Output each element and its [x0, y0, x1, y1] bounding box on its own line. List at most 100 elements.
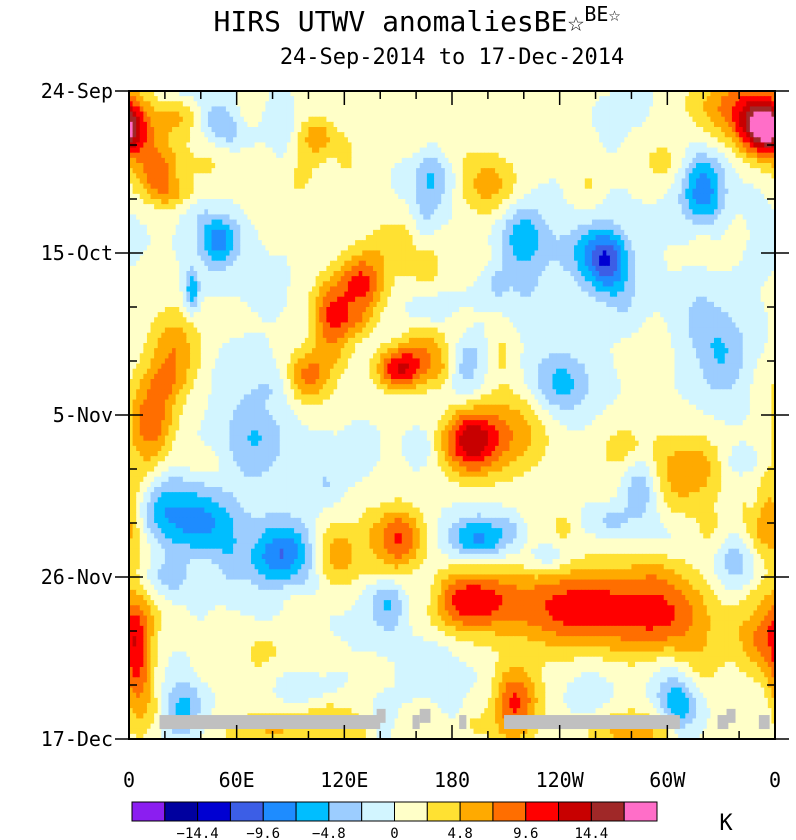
heatmap-cell	[674, 152, 679, 159]
heatmap-cell	[254, 101, 259, 108]
heatmap-cell	[312, 152, 317, 159]
heatmap-cell	[670, 193, 676, 200]
heatmap-cell	[129, 157, 134, 164]
heatmap-cell	[423, 106, 428, 113]
heatmap-cell	[161, 147, 166, 154]
heatmap-cell	[534, 132, 539, 138]
heatmap-cell	[251, 178, 256, 185]
heatmap-cell	[645, 116, 650, 123]
heatmap-cell	[168, 173, 173, 180]
heatmap-cell	[426, 132, 432, 138]
heatmap-cell	[631, 178, 636, 185]
heatmap-cell	[764, 224, 769, 231]
heatmap-cell	[236, 101, 241, 108]
heatmap-cell	[516, 111, 521, 118]
heatmap-cell	[591, 96, 597, 102]
heatmap-cell	[692, 152, 697, 159]
heatmap-cell	[365, 193, 371, 200]
heatmap-cell	[455, 121, 460, 128]
heatmap-cell	[315, 214, 320, 221]
heatmap-cell	[337, 214, 342, 221]
heatmap-cell	[739, 142, 744, 149]
heatmap-cell	[724, 209, 729, 216]
heatmap-cell	[660, 178, 665, 185]
heatmap-cell	[297, 142, 302, 149]
heatmap-cell	[739, 209, 744, 216]
heatmap-cell	[376, 147, 381, 154]
heatmap-cell	[635, 137, 640, 144]
heatmap-cell	[286, 91, 292, 97]
heatmap-cell	[154, 157, 159, 164]
heatmap-cell	[222, 147, 227, 154]
heatmap-cell	[240, 168, 245, 174]
heatmap-cell	[538, 147, 543, 154]
heatmap-cell	[186, 204, 191, 210]
heatmap-cell	[146, 121, 152, 128]
heatmap-cell	[484, 224, 489, 231]
heatmap-cell	[724, 91, 729, 97]
heatmap-cell	[405, 219, 410, 226]
heatmap-cell	[760, 214, 765, 221]
heatmap-cell	[660, 219, 665, 226]
heatmap-cell	[229, 142, 234, 149]
heatmap-cell	[631, 173, 636, 180]
heatmap-cell	[746, 116, 751, 123]
heatmap-cell	[444, 173, 450, 180]
heatmap-cell	[757, 132, 762, 138]
heatmap-cell	[566, 178, 572, 185]
heatmap-cell	[190, 163, 195, 169]
heatmap-cell	[513, 152, 518, 159]
heatmap-cell	[261, 219, 266, 226]
heatmap-cell	[735, 204, 740, 210]
heatmap-cell	[556, 106, 561, 113]
heatmap-cell	[154, 91, 159, 97]
heatmap-cell	[434, 199, 439, 205]
heatmap-cell	[520, 116, 525, 123]
heatmap-cell	[294, 193, 299, 200]
heatmap-cell	[538, 204, 543, 210]
heatmap-cell	[574, 147, 579, 154]
heatmap-cell	[588, 127, 593, 133]
heatmap-cell	[642, 193, 647, 200]
heatmap-cell	[652, 188, 658, 195]
heatmap-cell	[452, 127, 457, 133]
heatmap-cell	[699, 173, 704, 180]
heatmap-cell	[678, 106, 683, 113]
heatmap-cell	[538, 193, 543, 200]
heatmap-cell	[599, 219, 604, 226]
heatmap-cell	[434, 142, 439, 149]
heatmap-cell	[279, 157, 284, 164]
heatmap-cell	[530, 132, 536, 138]
heatmap-cell	[545, 96, 550, 102]
heatmap-cell	[548, 157, 554, 164]
heatmap-cell	[656, 209, 661, 216]
heatmap-cell	[437, 121, 442, 128]
heatmap-cell	[355, 127, 360, 133]
heatmap-cell	[577, 147, 582, 154]
heatmap-cell	[240, 219, 245, 226]
heatmap-cell	[757, 106, 762, 113]
heatmap-cell	[383, 163, 388, 169]
heatmap-cell	[559, 229, 564, 236]
heatmap-cell	[473, 178, 478, 185]
heatmap-cell	[380, 91, 385, 97]
heatmap-cell	[401, 132, 406, 138]
heatmap-cell	[584, 96, 589, 102]
heatmap-cell	[760, 106, 765, 113]
heatmap-cell	[513, 147, 518, 154]
heatmap-cell	[286, 209, 292, 216]
heatmap-cell	[369, 209, 374, 216]
heatmap-cell	[419, 204, 424, 210]
heatmap-cell	[175, 127, 180, 133]
heatmap-cell	[190, 188, 195, 195]
heatmap-cell	[731, 152, 737, 159]
heatmap-cell	[254, 152, 259, 159]
heatmap-cell	[667, 163, 672, 169]
heatmap-cell	[326, 209, 331, 216]
heatmap-cell	[574, 111, 579, 118]
heatmap-cell	[398, 106, 403, 113]
heatmap-cell	[416, 137, 421, 144]
heatmap-cell	[491, 168, 496, 174]
heatmap-cell	[513, 214, 518, 221]
heatmap-cell	[509, 132, 514, 138]
